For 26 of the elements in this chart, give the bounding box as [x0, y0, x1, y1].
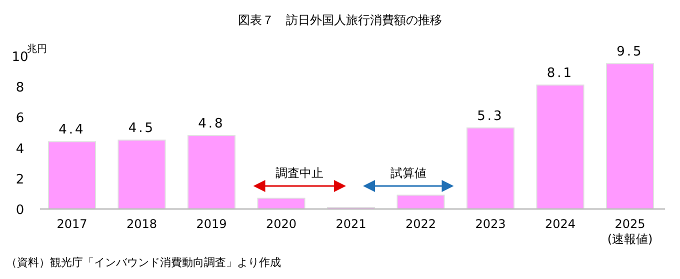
- y-tick-label: 4: [16, 142, 24, 157]
- chart-title: 図表７ 訪日外国人旅行消費額の推移: [238, 13, 442, 27]
- x-tick-label: 2021: [336, 217, 366, 231]
- x-tick-label: 2017: [56, 217, 88, 231]
- data-label: 8.1: [546, 66, 574, 82]
- data-label: 5.3: [477, 108, 504, 124]
- x-tick-label: 2018: [126, 217, 158, 231]
- annotation: 試算値: [390, 166, 426, 180]
- y-tick-label: 0: [16, 203, 24, 218]
- x-tick-label: 2025(速報値): [607, 217, 653, 246]
- data-label: 4.4: [58, 122, 86, 138]
- x-tick-label: 2020: [266, 217, 297, 231]
- y-tick-label: 10: [12, 50, 28, 65]
- data-label: 9.5: [616, 44, 644, 60]
- y-axis-title: 兆円: [27, 43, 47, 55]
- annotation: 調査中止: [276, 166, 324, 180]
- x-tick-label: 2023: [475, 217, 506, 231]
- y-tick-label: 6: [16, 111, 24, 126]
- y-tick-label: 8: [16, 80, 24, 96]
- text: （資料）観光庁「インバウンド消費動向調査」より作成: [6, 256, 281, 269]
- data-label: 4.5: [128, 121, 156, 136]
- y-tick-label: 2: [16, 172, 24, 188]
- data-label: 4.8: [198, 116, 225, 132]
- x-tick-label: 2024: [544, 217, 576, 231]
- x-tick-label: 2019: [196, 217, 227, 231]
- x-tick-label: 2022: [405, 217, 436, 231]
